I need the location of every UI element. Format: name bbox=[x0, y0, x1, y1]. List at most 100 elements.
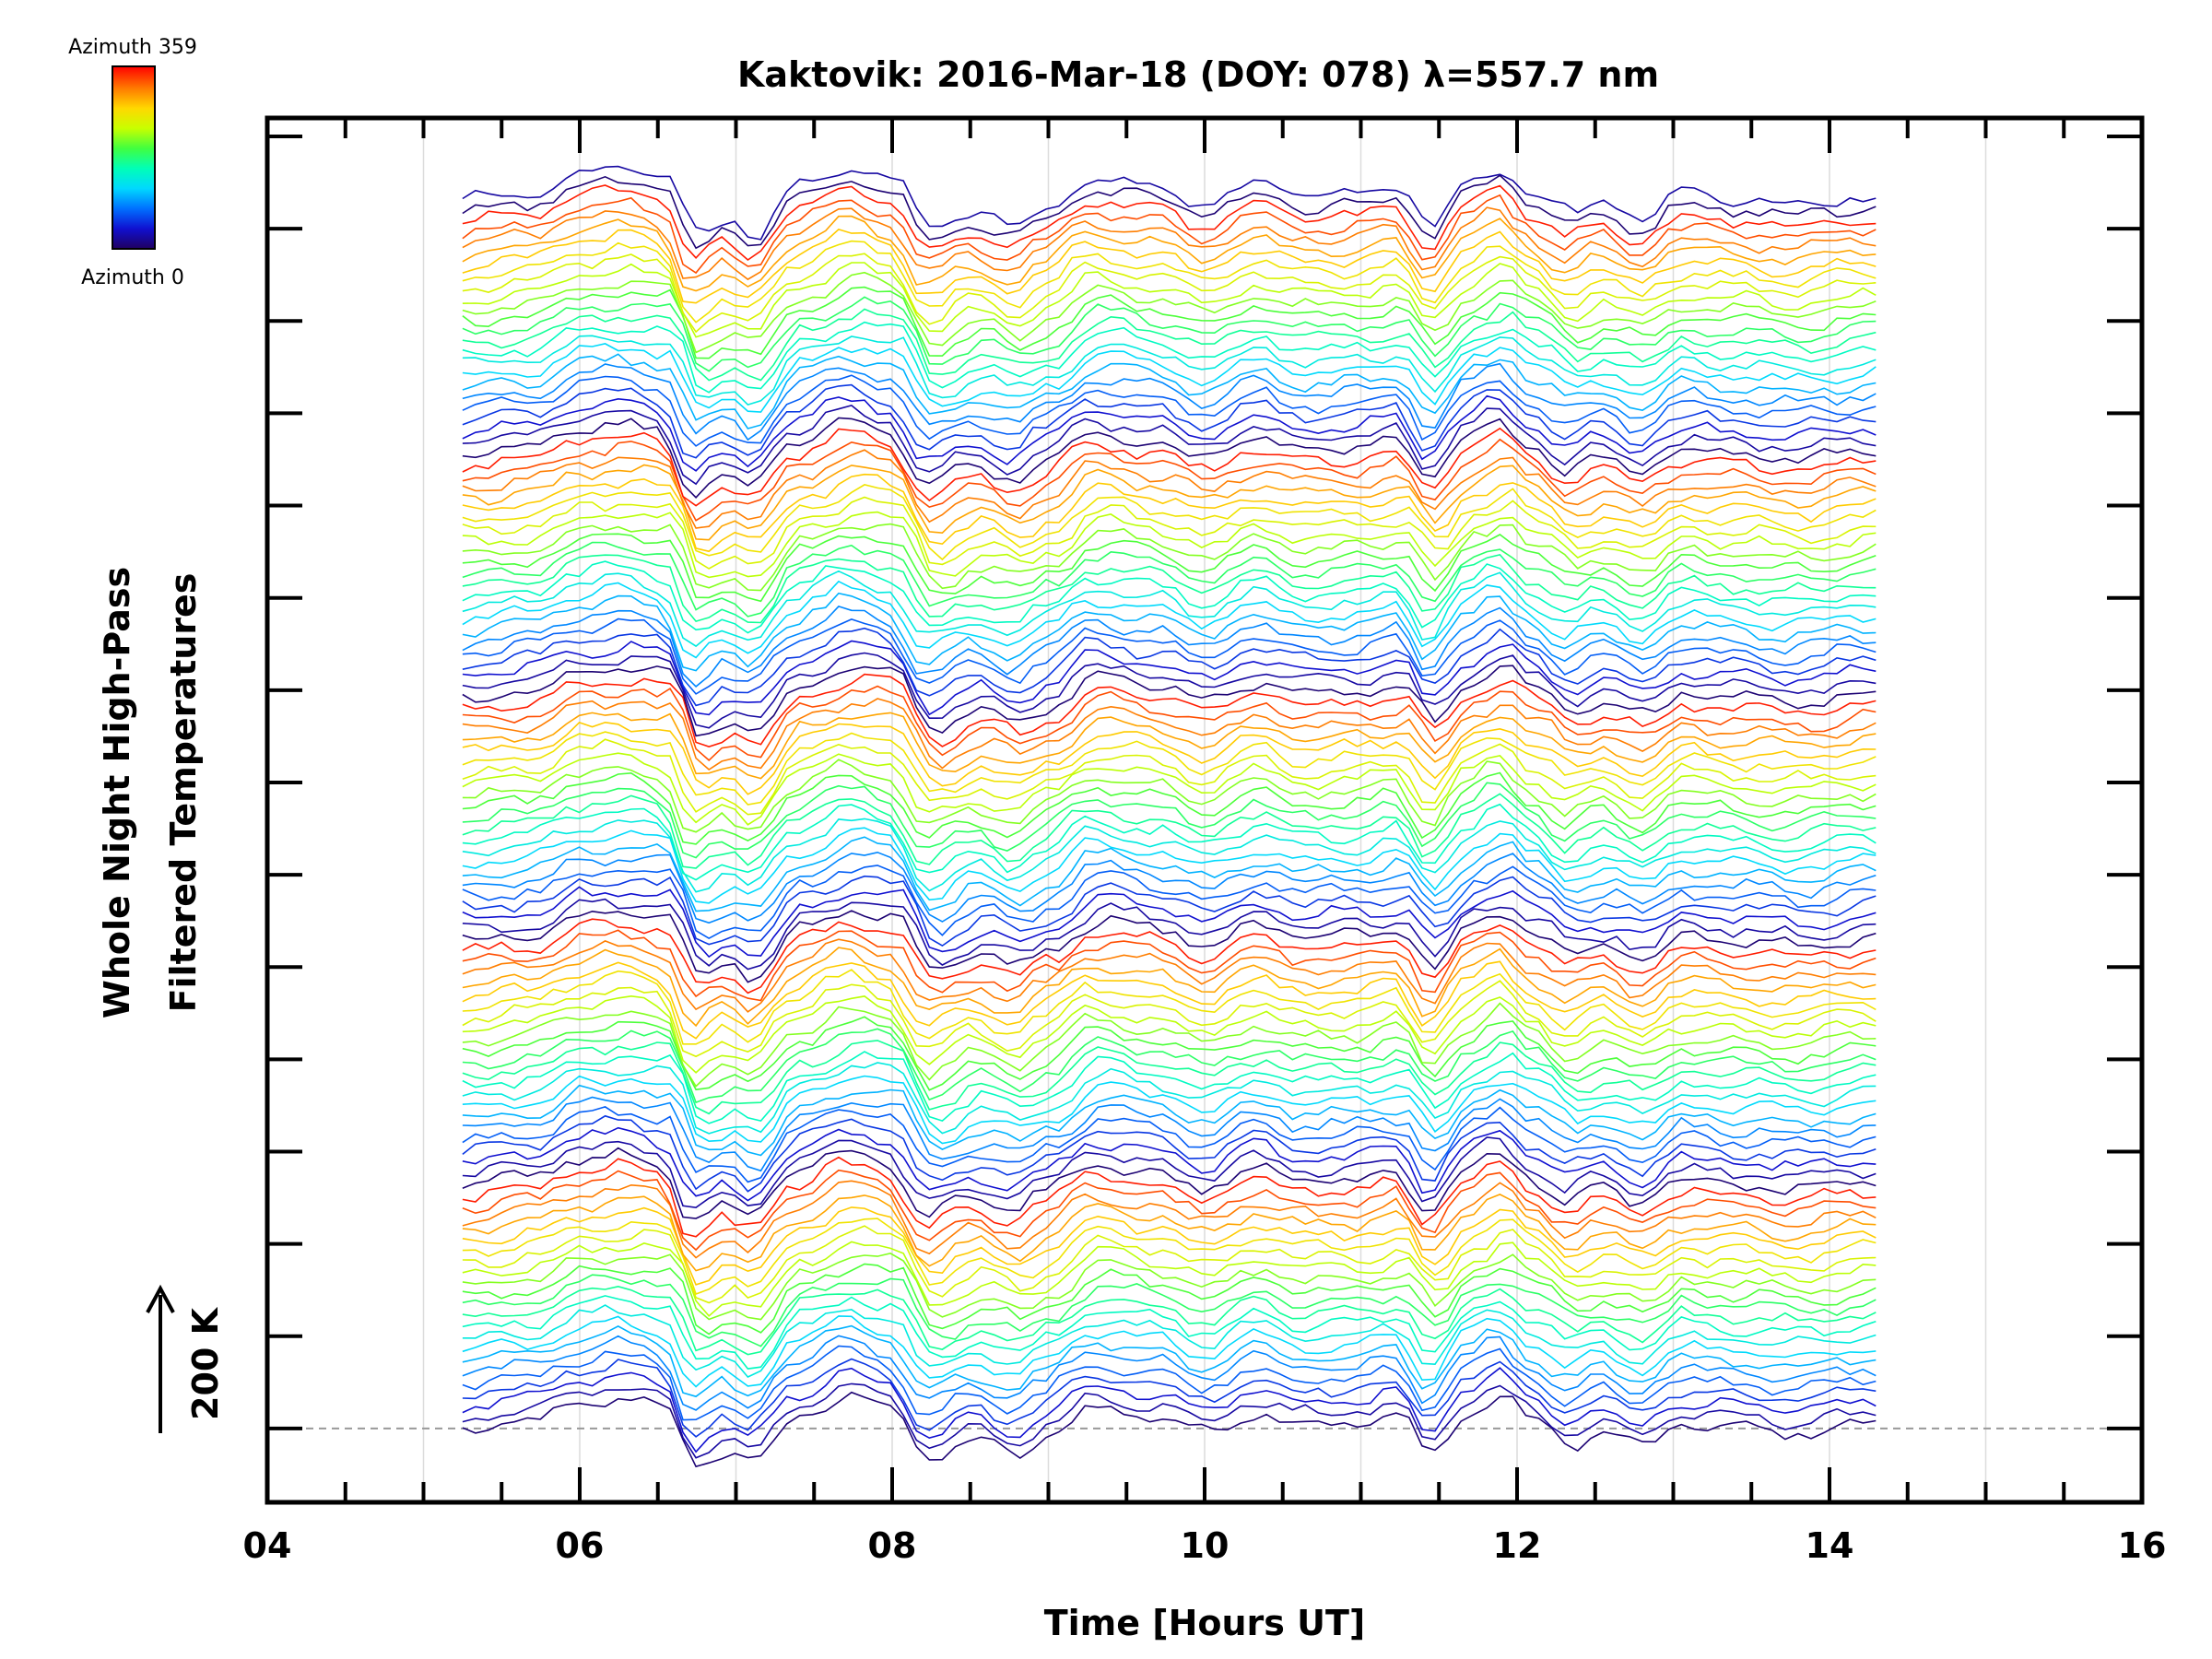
series-line bbox=[462, 464, 1877, 541]
series-line bbox=[462, 174, 1877, 250]
series-line bbox=[462, 1263, 1877, 1335]
series-line bbox=[462, 875, 1877, 947]
x-tick-labels: 04 06 08 10 12 14 16 bbox=[243, 1525, 2167, 1566]
series-line bbox=[462, 523, 1877, 592]
series-line bbox=[462, 803, 1877, 881]
series-line bbox=[462, 1358, 1877, 1438]
series-line bbox=[462, 1062, 1877, 1135]
series-line bbox=[462, 271, 1877, 354]
series-line bbox=[462, 886, 1877, 959]
y-axis-label-line2: Filtered Temperatures bbox=[163, 573, 204, 1013]
series-line bbox=[462, 240, 1877, 324]
series-line bbox=[462, 1335, 1877, 1411]
series-line bbox=[462, 1367, 1877, 1453]
series-line bbox=[462, 865, 1877, 940]
series-line bbox=[462, 1225, 1877, 1304]
series-line bbox=[462, 362, 1877, 441]
series-line bbox=[462, 570, 1877, 648]
series-line bbox=[462, 938, 1877, 1013]
series-line bbox=[462, 698, 1877, 771]
series-line bbox=[462, 1051, 1877, 1124]
series-line bbox=[462, 640, 1877, 716]
series-line bbox=[462, 782, 1877, 859]
series-line bbox=[462, 752, 1877, 826]
series-line bbox=[462, 1096, 1877, 1172]
series-line bbox=[462, 818, 1877, 893]
series-line bbox=[462, 1075, 1877, 1145]
series-line bbox=[462, 1253, 1877, 1321]
series-line bbox=[462, 1106, 1877, 1183]
series-line bbox=[462, 417, 1877, 499]
series-lines bbox=[462, 165, 1877, 1468]
series-line bbox=[462, 1169, 1877, 1252]
series-line bbox=[462, 496, 1877, 570]
series-line bbox=[462, 383, 1877, 459]
series-line bbox=[462, 1285, 1877, 1356]
series-line bbox=[462, 1295, 1877, 1370]
series-line bbox=[462, 712, 1877, 780]
series-line bbox=[462, 1274, 1877, 1347]
series-line bbox=[462, 427, 1877, 507]
series-line bbox=[462, 533, 1877, 603]
series-line bbox=[462, 1206, 1877, 1286]
series-line bbox=[462, 1147, 1877, 1219]
series-line bbox=[462, 898, 1877, 971]
x-tick-label: 10 bbox=[1181, 1525, 1230, 1566]
series-line bbox=[462, 929, 1877, 1002]
x-tick-label: 12 bbox=[1493, 1525, 1542, 1566]
series-line bbox=[462, 1016, 1877, 1091]
series-line bbox=[462, 947, 1877, 1028]
x-tick-label: 06 bbox=[556, 1525, 605, 1566]
y-axis-label-line1: Whole Night High-Pass bbox=[97, 567, 137, 1018]
series-line bbox=[462, 165, 1877, 241]
series-line bbox=[462, 918, 1877, 994]
series-line bbox=[462, 438, 1877, 522]
series-line bbox=[462, 335, 1877, 406]
scale-label: 200 K bbox=[185, 1306, 226, 1420]
series-line bbox=[462, 1028, 1877, 1104]
series-line bbox=[462, 1241, 1877, 1317]
series-line bbox=[462, 374, 1877, 447]
series-line bbox=[462, 1194, 1877, 1272]
series-line bbox=[462, 296, 1877, 372]
series-line bbox=[462, 836, 1877, 912]
series-line bbox=[462, 980, 1877, 1058]
series-line bbox=[462, 1126, 1877, 1202]
series-line bbox=[462, 771, 1877, 845]
series-line bbox=[462, 1114, 1877, 1193]
series-line bbox=[462, 605, 1877, 688]
series-line bbox=[462, 215, 1877, 292]
series-line bbox=[462, 1002, 1877, 1088]
colorbar-top-label: Azimuth 359 bbox=[68, 36, 197, 59]
series-line bbox=[462, 721, 1877, 795]
series-line bbox=[462, 206, 1877, 281]
series-line bbox=[462, 1218, 1877, 1296]
series-line bbox=[462, 627, 1877, 707]
series-line bbox=[462, 618, 1877, 695]
series-line bbox=[462, 1304, 1877, 1378]
series-line bbox=[462, 229, 1877, 304]
series-line bbox=[462, 484, 1877, 561]
series-line bbox=[462, 308, 1877, 382]
scale-arrow-head bbox=[146, 1284, 175, 1313]
series-line bbox=[462, 652, 1877, 729]
x-axis-label: Time [Hours UT] bbox=[1044, 1603, 1366, 1643]
series-line bbox=[462, 731, 1877, 806]
series-line bbox=[462, 738, 1877, 816]
series-line bbox=[462, 910, 1877, 983]
series-line bbox=[462, 321, 1877, 394]
series-line bbox=[462, 184, 1877, 262]
x-tick-label: 16 bbox=[2118, 1525, 2167, 1566]
chart-title: Kaktovik: 2016-Mar-18 (DOY: 078) λ=557.7… bbox=[737, 54, 1659, 95]
series-line bbox=[462, 554, 1877, 624]
series-line bbox=[462, 449, 1877, 529]
series-line bbox=[462, 1345, 1877, 1421]
series-line bbox=[462, 827, 1877, 904]
series-line bbox=[462, 994, 1877, 1074]
series-line bbox=[462, 1084, 1877, 1157]
series-line bbox=[462, 353, 1877, 429]
series-line bbox=[462, 541, 1877, 618]
series-line bbox=[462, 1391, 1877, 1468]
series-line bbox=[462, 673, 1877, 747]
